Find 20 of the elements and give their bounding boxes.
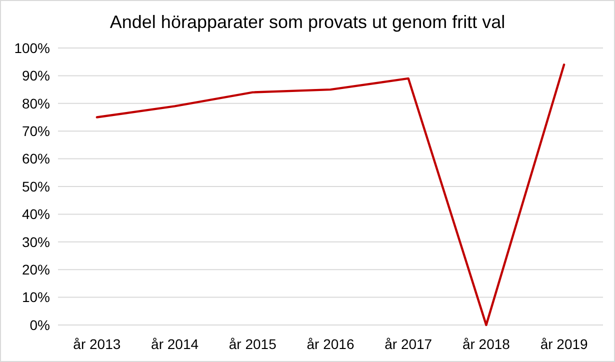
y-tick-label: 90% [22,68,50,84]
x-tick-label: år 2017 [384,336,432,352]
y-tick-label: 40% [22,206,50,222]
x-tick-label: år 2019 [540,336,588,352]
y-tick-label: 0% [30,316,50,333]
y-tick-label: 100% [14,40,50,56]
y-tick-label: 80% [22,95,50,112]
y-tick-label: 70% [22,123,50,139]
y-tick-label: 60% [22,150,50,167]
x-tick-label: år 2018 [462,336,510,352]
y-tick-label: 50% [22,178,50,194]
x-tick-label: år 2015 [228,336,277,352]
y-tick-label: 10% [22,289,50,306]
x-tick-label: år 2016 [306,336,354,352]
y-tick-label: 20% [22,262,50,278]
line-series [96,64,566,326]
chart-title: Andel hörapparater som provats ut genom fritt val [110,12,506,32]
x-tick-label: år 2013 [73,336,121,352]
y-tick-label: 30% [22,234,50,250]
x-tick-label: år 2014 [151,336,199,352]
